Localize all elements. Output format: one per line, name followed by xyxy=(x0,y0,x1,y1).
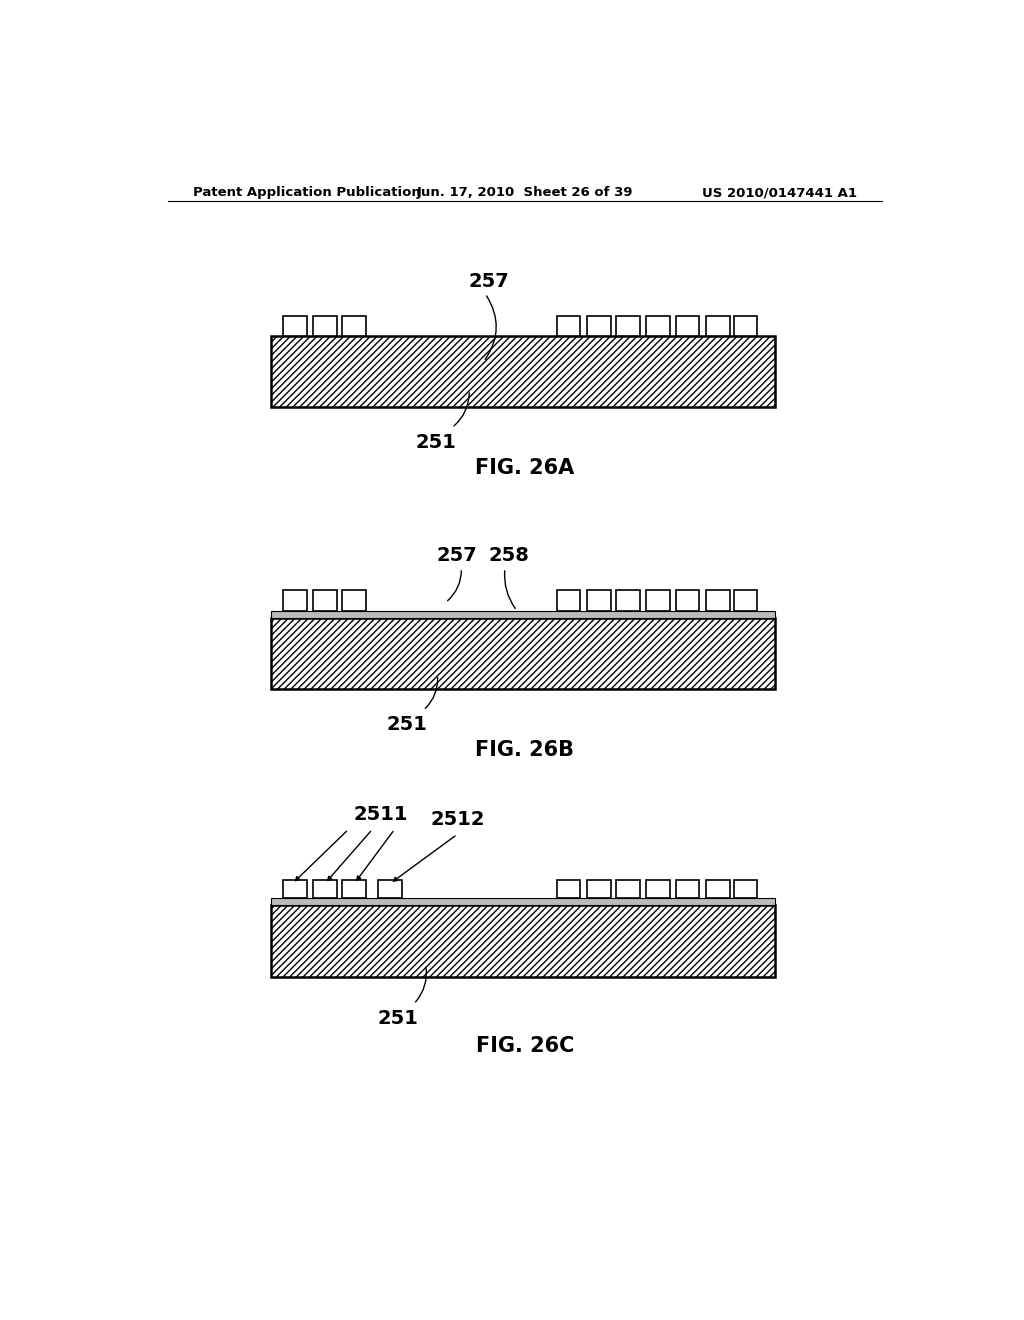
Bar xyxy=(342,315,366,337)
Text: 2512: 2512 xyxy=(430,810,484,829)
Bar xyxy=(706,315,729,337)
Bar xyxy=(587,590,610,611)
Bar xyxy=(313,880,337,899)
Text: Jun. 17, 2010  Sheet 26 of 39: Jun. 17, 2010 Sheet 26 of 39 xyxy=(417,186,633,199)
Bar xyxy=(706,590,729,611)
Bar xyxy=(733,880,758,899)
Bar xyxy=(313,315,337,337)
Bar xyxy=(733,315,758,337)
Bar xyxy=(557,590,581,611)
Bar xyxy=(587,315,610,337)
Text: FIG. 26A: FIG. 26A xyxy=(475,458,574,478)
Bar xyxy=(270,611,775,618)
Text: 257: 257 xyxy=(437,546,478,565)
Bar xyxy=(616,315,640,337)
Bar xyxy=(646,315,670,337)
Bar xyxy=(283,315,306,337)
Bar xyxy=(283,590,306,611)
Bar xyxy=(378,880,401,899)
Text: 251: 251 xyxy=(378,1008,418,1028)
Bar xyxy=(676,880,699,899)
Bar xyxy=(676,315,699,337)
Bar xyxy=(706,880,729,899)
Text: US 2010/0147441 A1: US 2010/0147441 A1 xyxy=(701,186,856,199)
Text: FIG. 26B: FIG. 26B xyxy=(475,741,574,760)
Bar xyxy=(676,590,699,611)
Text: 251: 251 xyxy=(387,715,428,734)
Bar xyxy=(270,337,775,408)
Bar xyxy=(646,590,670,611)
Text: FIG. 26C: FIG. 26C xyxy=(475,1036,574,1056)
Bar xyxy=(270,899,775,906)
Text: 257: 257 xyxy=(469,272,510,290)
Text: 258: 258 xyxy=(488,546,529,565)
Bar xyxy=(616,590,640,611)
Bar xyxy=(733,590,758,611)
Bar xyxy=(557,315,581,337)
Bar xyxy=(557,880,581,899)
Bar xyxy=(587,880,610,899)
Bar xyxy=(616,880,640,899)
Bar xyxy=(342,880,366,899)
Bar xyxy=(283,880,306,899)
Bar xyxy=(342,590,366,611)
Text: 2511: 2511 xyxy=(353,805,408,824)
Text: 251: 251 xyxy=(416,433,457,451)
Text: Patent Application Publication: Patent Application Publication xyxy=(194,186,421,199)
Bar xyxy=(270,618,775,689)
Bar xyxy=(313,590,337,611)
Bar xyxy=(646,880,670,899)
Bar xyxy=(270,906,775,977)
